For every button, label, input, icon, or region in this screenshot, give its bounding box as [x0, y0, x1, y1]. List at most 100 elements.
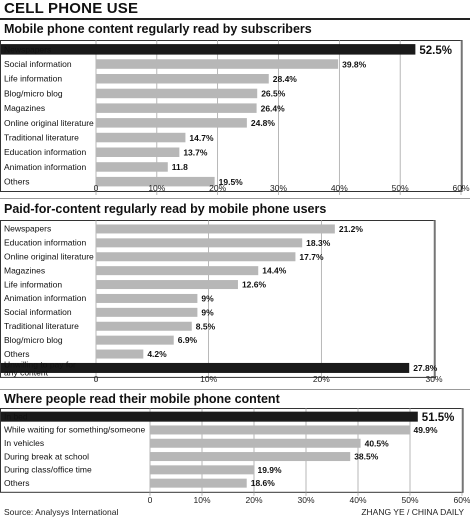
section-rule-2	[0, 198, 470, 199]
category-label: During class/office time	[4, 465, 92, 475]
tick-label: 40%	[331, 183, 348, 193]
category-label: Education information	[4, 147, 86, 157]
value-label: 51.5%	[422, 412, 455, 424]
value-label: 4.2%	[147, 349, 167, 359]
value-label: 21.2%	[339, 224, 364, 234]
value-label: 11.8	[172, 162, 188, 172]
category-label: Others	[4, 177, 30, 187]
category-label: Newspapers	[4, 224, 51, 234]
title-rule	[0, 18, 470, 20]
category-label: Online original literature	[4, 251, 94, 261]
bar	[96, 266, 259, 276]
bar	[96, 280, 238, 290]
category-label: Life information	[4, 279, 62, 289]
bar	[96, 321, 192, 331]
category-label: Education information	[4, 238, 86, 248]
tick-label: 10%	[193, 495, 210, 505]
category-label: Magazines	[4, 103, 45, 113]
bar	[96, 293, 198, 303]
chart-3-title: Where people read their mobile phone con…	[4, 392, 280, 406]
tick-label: 60%	[453, 495, 470, 505]
tick-label: 0	[148, 495, 153, 505]
tick-label: 30%	[297, 495, 314, 505]
category-label: Blog/micro blog	[4, 335, 63, 345]
value-label: 9%	[201, 293, 214, 303]
chart-frame	[0, 408, 464, 493]
category-label: Life information	[4, 74, 62, 84]
chart-3: In bed 51.5% While waiting for something/s…	[0, 408, 470, 505]
bar	[96, 59, 339, 69]
bar	[96, 224, 335, 234]
category-label: Social information	[4, 307, 72, 317]
value-label: 17.7%	[299, 252, 324, 262]
value-label: 13.7%	[183, 148, 208, 158]
tick-label: 50%	[401, 495, 418, 505]
category-label: Blog/micro blog	[4, 88, 63, 98]
value-label: 52.5%	[419, 45, 452, 57]
category-label: Online original literature	[4, 118, 94, 128]
category-label: Social information	[4, 59, 72, 69]
bar	[96, 162, 168, 172]
source-note: Source: Analysys International	[4, 507, 119, 517]
tick-label: 0	[94, 374, 99, 384]
bar	[150, 465, 254, 475]
chart-frame	[0, 220, 436, 378]
value-label: 19.9%	[257, 465, 282, 475]
value-label: 26.5%	[261, 89, 286, 99]
bar	[96, 103, 257, 113]
page-title: CELL PHONE USE	[4, 0, 139, 17]
tick-label: 0	[94, 183, 99, 193]
category-label: While waiting for something/someone	[4, 425, 146, 435]
tick-label: 30%	[425, 374, 442, 384]
tick-label: 40%	[349, 495, 366, 505]
bar	[96, 307, 198, 317]
bar	[96, 176, 215, 187]
value-label: 28.4%	[273, 74, 298, 84]
bar	[96, 349, 144, 359]
value-label: 18.6%	[251, 478, 276, 488]
bar	[150, 425, 410, 435]
value-label: 14.7%	[189, 133, 214, 143]
bar	[1, 362, 410, 373]
bar	[96, 132, 186, 143]
value-label: 40.5%	[365, 438, 390, 448]
value-label: 8.5%	[196, 321, 216, 331]
chart-1-title: Mobile phone content regularly read by s…	[4, 22, 312, 36]
section-rule-3	[0, 389, 470, 390]
tick-label: 60%	[452, 183, 469, 193]
bar	[96, 118, 247, 128]
value-label: 12.6%	[242, 280, 267, 290]
category-label: Animation information	[4, 293, 86, 303]
tick-label: 20%	[245, 495, 262, 505]
tick-label: 20%	[313, 374, 330, 384]
value-label: 39.8%	[342, 59, 367, 69]
bar	[150, 438, 361, 448]
value-label: 19.5%	[219, 177, 244, 187]
tick-label: 10%	[148, 183, 165, 193]
bar	[150, 478, 247, 488]
value-label: 14.4%	[262, 266, 287, 276]
category-label: Magazines	[4, 265, 45, 275]
value-label: 27.8%	[413, 363, 438, 373]
tick-label: 50%	[392, 183, 409, 193]
bar	[96, 252, 296, 262]
category-label: Traditional literature	[4, 133, 79, 143]
value-label: 49.9%	[413, 425, 438, 435]
value-label: 26.4%	[261, 103, 286, 113]
credit-note: ZHANG YE / CHINA DAILY	[361, 507, 464, 517]
tick-label: 20%	[209, 183, 226, 193]
category-label: Traditional literature	[4, 321, 79, 331]
bar	[1, 44, 416, 55]
tick-label: 30%	[270, 183, 287, 193]
category-label: Others	[4, 349, 30, 359]
category-label: In bed	[4, 411, 28, 421]
bar	[96, 335, 174, 345]
chart-2-title: Paid-for-content regularly read by mobil…	[4, 202, 327, 216]
tick-label: 10%	[200, 374, 217, 384]
chart-1: Newspapers 52.5% Social information 39.8% Li…	[0, 40, 470, 195]
value-label: 9%	[201, 307, 214, 317]
category-label: During break at school	[4, 451, 89, 461]
bar	[96, 88, 258, 99]
value-label: 24.8%	[251, 118, 276, 128]
category-label: Unwilling to pay for any content	[4, 359, 76, 377]
